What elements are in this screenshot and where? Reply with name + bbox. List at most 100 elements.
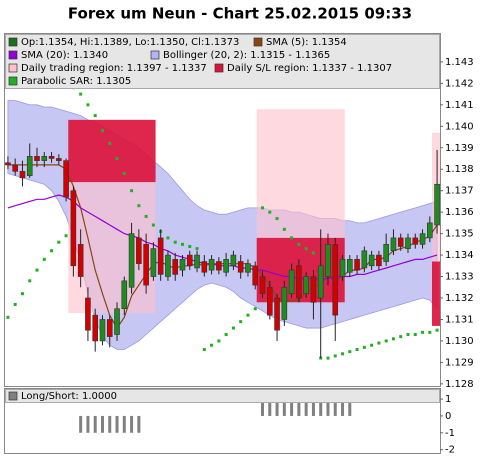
- sar-dot: [231, 326, 235, 330]
- y-tick-label: 1.140: [445, 121, 474, 132]
- candle-body: [266, 286, 273, 316]
- y-tick-label: 1.142: [445, 78, 474, 89]
- bar: [341, 399, 345, 416]
- candle-body: [143, 244, 149, 286]
- legend-label: SMA (5): 1.1354: [266, 37, 347, 48]
- sar-dot: [137, 204, 141, 208]
- bar: [268, 399, 272, 416]
- sar-dot: [188, 244, 192, 248]
- legend-label: Daily S/L region: 1.1337 - 1.1307: [227, 63, 392, 74]
- candle-body: [412, 237, 419, 245]
- y-tick-label: 0: [445, 411, 451, 422]
- indicator-line: [7, 194, 438, 280]
- sar-dot: [428, 330, 432, 334]
- bar: [261, 399, 265, 416]
- sar-dot: [50, 249, 54, 253]
- sar-dot: [20, 292, 24, 296]
- legend-label: Op:1.1354, Hi:1.1389, Lo:1.1350, Cl:1.13…: [21, 37, 239, 48]
- legend-label: Bollinger (20, 2): 1.1315 - 1.1365: [163, 50, 330, 61]
- candle-body: [383, 244, 389, 262]
- legend-label: Long/Short: 1.0000: [21, 391, 117, 402]
- candle-body: [92, 314, 99, 342]
- sar-dot: [355, 348, 359, 352]
- candle-body: [346, 259, 353, 273]
- y-tick-label: 1.129: [445, 357, 474, 368]
- sar-dot: [253, 307, 257, 311]
- sar-dot: [391, 337, 395, 341]
- lower-overlay: 1 0 -1 -2 Long/Short: 1.0000: [5, 389, 455, 456]
- sar-dot: [93, 114, 97, 118]
- legend-marker: [8, 63, 18, 73]
- candle-body: [317, 265, 324, 299]
- y-tick-label: -1: [445, 428, 455, 439]
- sar-dot: [261, 206, 265, 210]
- sar-dot: [304, 247, 308, 251]
- candle-body: [77, 244, 84, 277]
- bar: [93, 415, 97, 433]
- y-tick-label: 1.136: [445, 207, 474, 218]
- candle-body: [26, 156, 33, 176]
- candle-body: [114, 308, 120, 335]
- legend-marker: [253, 37, 263, 47]
- sar-dot: [275, 217, 279, 221]
- bar: [282, 399, 286, 416]
- candle-body: [419, 233, 426, 245]
- sar-dot: [28, 279, 32, 283]
- candle-body: [230, 254, 237, 267]
- candle-body: [281, 286, 288, 320]
- candle-body: [70, 190, 77, 267]
- sar-dot: [122, 172, 126, 176]
- bar: [348, 399, 352, 416]
- y-tick-label: 1.131: [445, 314, 474, 325]
- sar-dot: [195, 247, 199, 251]
- candle-body: [274, 297, 280, 331]
- sar-dot: [42, 257, 46, 261]
- sar-dot: [224, 332, 228, 336]
- candle-body: [259, 276, 266, 295]
- sar-dot: [297, 242, 301, 246]
- legend-label: SMA (20): 1.1340: [21, 50, 108, 61]
- candle-body: [56, 158, 62, 161]
- candle-body: [201, 261, 208, 273]
- candle-body: [427, 222, 433, 239]
- sar-dot: [326, 356, 330, 360]
- candle-body: [150, 248, 157, 277]
- bar: [326, 399, 330, 416]
- sar-dot: [108, 141, 112, 145]
- candle-body: [34, 156, 40, 161]
- sar-dot: [151, 223, 155, 227]
- lower-plot: [79, 399, 352, 433]
- sar-dot: [115, 156, 119, 160]
- candle-body: [397, 237, 404, 247]
- region: [256, 109, 345, 238]
- candle-body: [208, 259, 215, 271]
- legend-label: Parabolic SAR: 1.1305: [21, 76, 131, 87]
- candle-body: [434, 183, 440, 226]
- candle-body: [310, 276, 317, 303]
- candle-body: [405, 237, 411, 249]
- main-plot: [5, 86, 440, 360]
- bar: [290, 399, 294, 416]
- bar: [311, 399, 315, 416]
- sar-dot: [79, 92, 83, 96]
- bar: [304, 399, 308, 416]
- candle-body: [252, 265, 259, 286]
- bar: [319, 399, 323, 416]
- bar: [333, 399, 337, 416]
- candle-body: [296, 265, 302, 299]
- sar-dot: [268, 210, 272, 214]
- sar-dot: [86, 103, 90, 107]
- sar-dot: [406, 332, 410, 336]
- sar-dot: [13, 302, 17, 306]
- y-tick-label: 1.130: [445, 336, 474, 347]
- candle-body: [165, 254, 171, 277]
- candle-body: [121, 280, 128, 310]
- bar: [86, 415, 90, 433]
- candle-body: [376, 254, 382, 267]
- candle-body: [194, 254, 200, 269]
- candle-body: [99, 319, 106, 342]
- legend-box: [5, 34, 440, 89]
- candle-body: [12, 164, 18, 172]
- bar: [122, 415, 126, 433]
